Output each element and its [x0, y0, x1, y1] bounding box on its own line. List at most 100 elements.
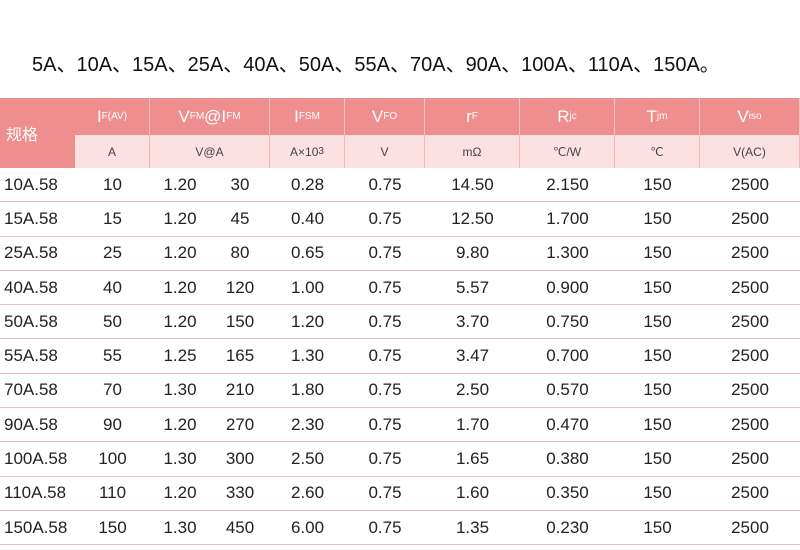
table-cell: 1.30	[150, 374, 210, 409]
table-cell: 150	[615, 168, 700, 203]
table-cell: 120	[210, 271, 270, 306]
label-part: jm	[656, 111, 668, 122]
table-cell: 0.230	[520, 511, 615, 546]
table-cell: 90A.58	[0, 408, 75, 443]
table-cell: 150	[615, 511, 700, 546]
table-cell: 1.25	[150, 340, 210, 374]
label-part: V	[178, 106, 190, 126]
label-part: F	[471, 111, 478, 122]
label-part: I	[294, 106, 299, 126]
table-cell: 150	[615, 477, 700, 511]
table-cell: 5.57	[425, 271, 520, 306]
table-cell: 1.20	[150, 271, 210, 306]
table-cell: 2500	[700, 511, 800, 546]
table-cell: 150	[615, 202, 700, 237]
table-cell: 0.75	[345, 442, 425, 477]
table-cell: 2.50	[270, 442, 345, 477]
label-part: V	[737, 106, 749, 126]
table-cell: 450	[210, 511, 270, 546]
table-cell: 150	[615, 305, 700, 340]
table-cell: 2500	[700, 340, 800, 374]
table-cell: 80	[210, 237, 270, 271]
table-cell: 3.47	[425, 340, 520, 374]
label-part: V	[371, 106, 384, 126]
table-cell: 30	[210, 168, 270, 203]
table-cell: 1.300	[520, 237, 615, 271]
table-cell: 12.50	[425, 202, 520, 237]
table-cell: 1.60	[425, 477, 520, 511]
table-cell: 0.75	[345, 340, 425, 374]
table-cell: 40A.58	[0, 271, 75, 306]
unit-header: ℃	[615, 135, 700, 168]
table-cell: 70	[75, 374, 150, 409]
table-cell: 0.700	[520, 340, 615, 374]
table-cell: 165	[210, 340, 270, 374]
label-part: r	[466, 106, 472, 126]
label-part: A	[107, 144, 116, 159]
table-cell: 0.75	[345, 202, 425, 237]
table-cell: 210	[210, 374, 270, 409]
table-cell: 1.700	[520, 202, 615, 237]
table-cell: 150	[615, 271, 700, 306]
table-cell: 110	[75, 477, 150, 511]
table-cell: 1.30	[150, 511, 210, 546]
table-cell: 0.470	[520, 408, 615, 443]
table-cell: 15	[75, 202, 150, 237]
table-cell: 2.150	[520, 168, 615, 203]
table-cell: 90	[75, 408, 150, 443]
label-part: @I	[204, 106, 227, 126]
table-cell: 110A.58	[0, 477, 75, 511]
table-cell: 50A.58	[0, 305, 75, 340]
label-part: T	[646, 106, 657, 126]
table-cell: 100A.58	[0, 442, 75, 477]
table-cell: 0.900	[520, 271, 615, 306]
table-cell: 50	[75, 305, 150, 340]
unit-header: V	[345, 135, 425, 168]
table-cell: 0.75	[345, 305, 425, 340]
label-part: V@A	[195, 144, 224, 159]
table-cell: 0.75	[345, 168, 425, 203]
table-cell: 0.75	[345, 271, 425, 306]
label-part: V(AC)	[733, 144, 766, 159]
table-cell: 1.20	[150, 168, 210, 203]
table-cell: 1.20	[150, 305, 210, 340]
table-cell: 0.570	[520, 374, 615, 409]
table-cell: 0.40	[270, 202, 345, 237]
table-cell: 40	[75, 271, 150, 306]
label-part: ℃	[650, 144, 664, 159]
table-cell: 1.70	[425, 408, 520, 443]
table-cell: 300	[210, 442, 270, 477]
unit-header: mΩ	[425, 135, 520, 168]
table-cell: 150	[615, 340, 700, 374]
table-cell: 2500	[700, 374, 800, 409]
table-cell: 1.65	[425, 442, 520, 477]
table-cell: 1.30	[270, 340, 345, 374]
corner-header: 规格	[0, 98, 75, 168]
table-cell: 0.75	[345, 374, 425, 409]
table-cell: 6.00	[270, 511, 345, 546]
label-part: V	[380, 144, 389, 159]
table-cell: 0.75	[345, 237, 425, 271]
table-cell: 2500	[700, 202, 800, 237]
table-cell: 150	[210, 305, 270, 340]
table-cell: 0.350	[520, 477, 615, 511]
unit-header: A	[75, 135, 150, 168]
table-cell: 25	[75, 237, 150, 271]
table-cell: 2500	[700, 408, 800, 443]
table-cell: 14.50	[425, 168, 520, 203]
table-cell: 2500	[700, 442, 800, 477]
column-header: I FSM	[270, 98, 345, 135]
label-part: A×10	[290, 144, 319, 159]
table-cell: 330	[210, 477, 270, 511]
table-cell: 15A.58	[0, 202, 75, 237]
title: 5A、10A、15A、25A、40A、50A、55A、70A、90A、100A、…	[32, 54, 720, 76]
table-cell: 1.00	[270, 271, 345, 306]
table-cell: 45	[210, 202, 270, 237]
table-cell: 2.60	[270, 477, 345, 511]
unit-header: A×10 3	[270, 135, 345, 168]
